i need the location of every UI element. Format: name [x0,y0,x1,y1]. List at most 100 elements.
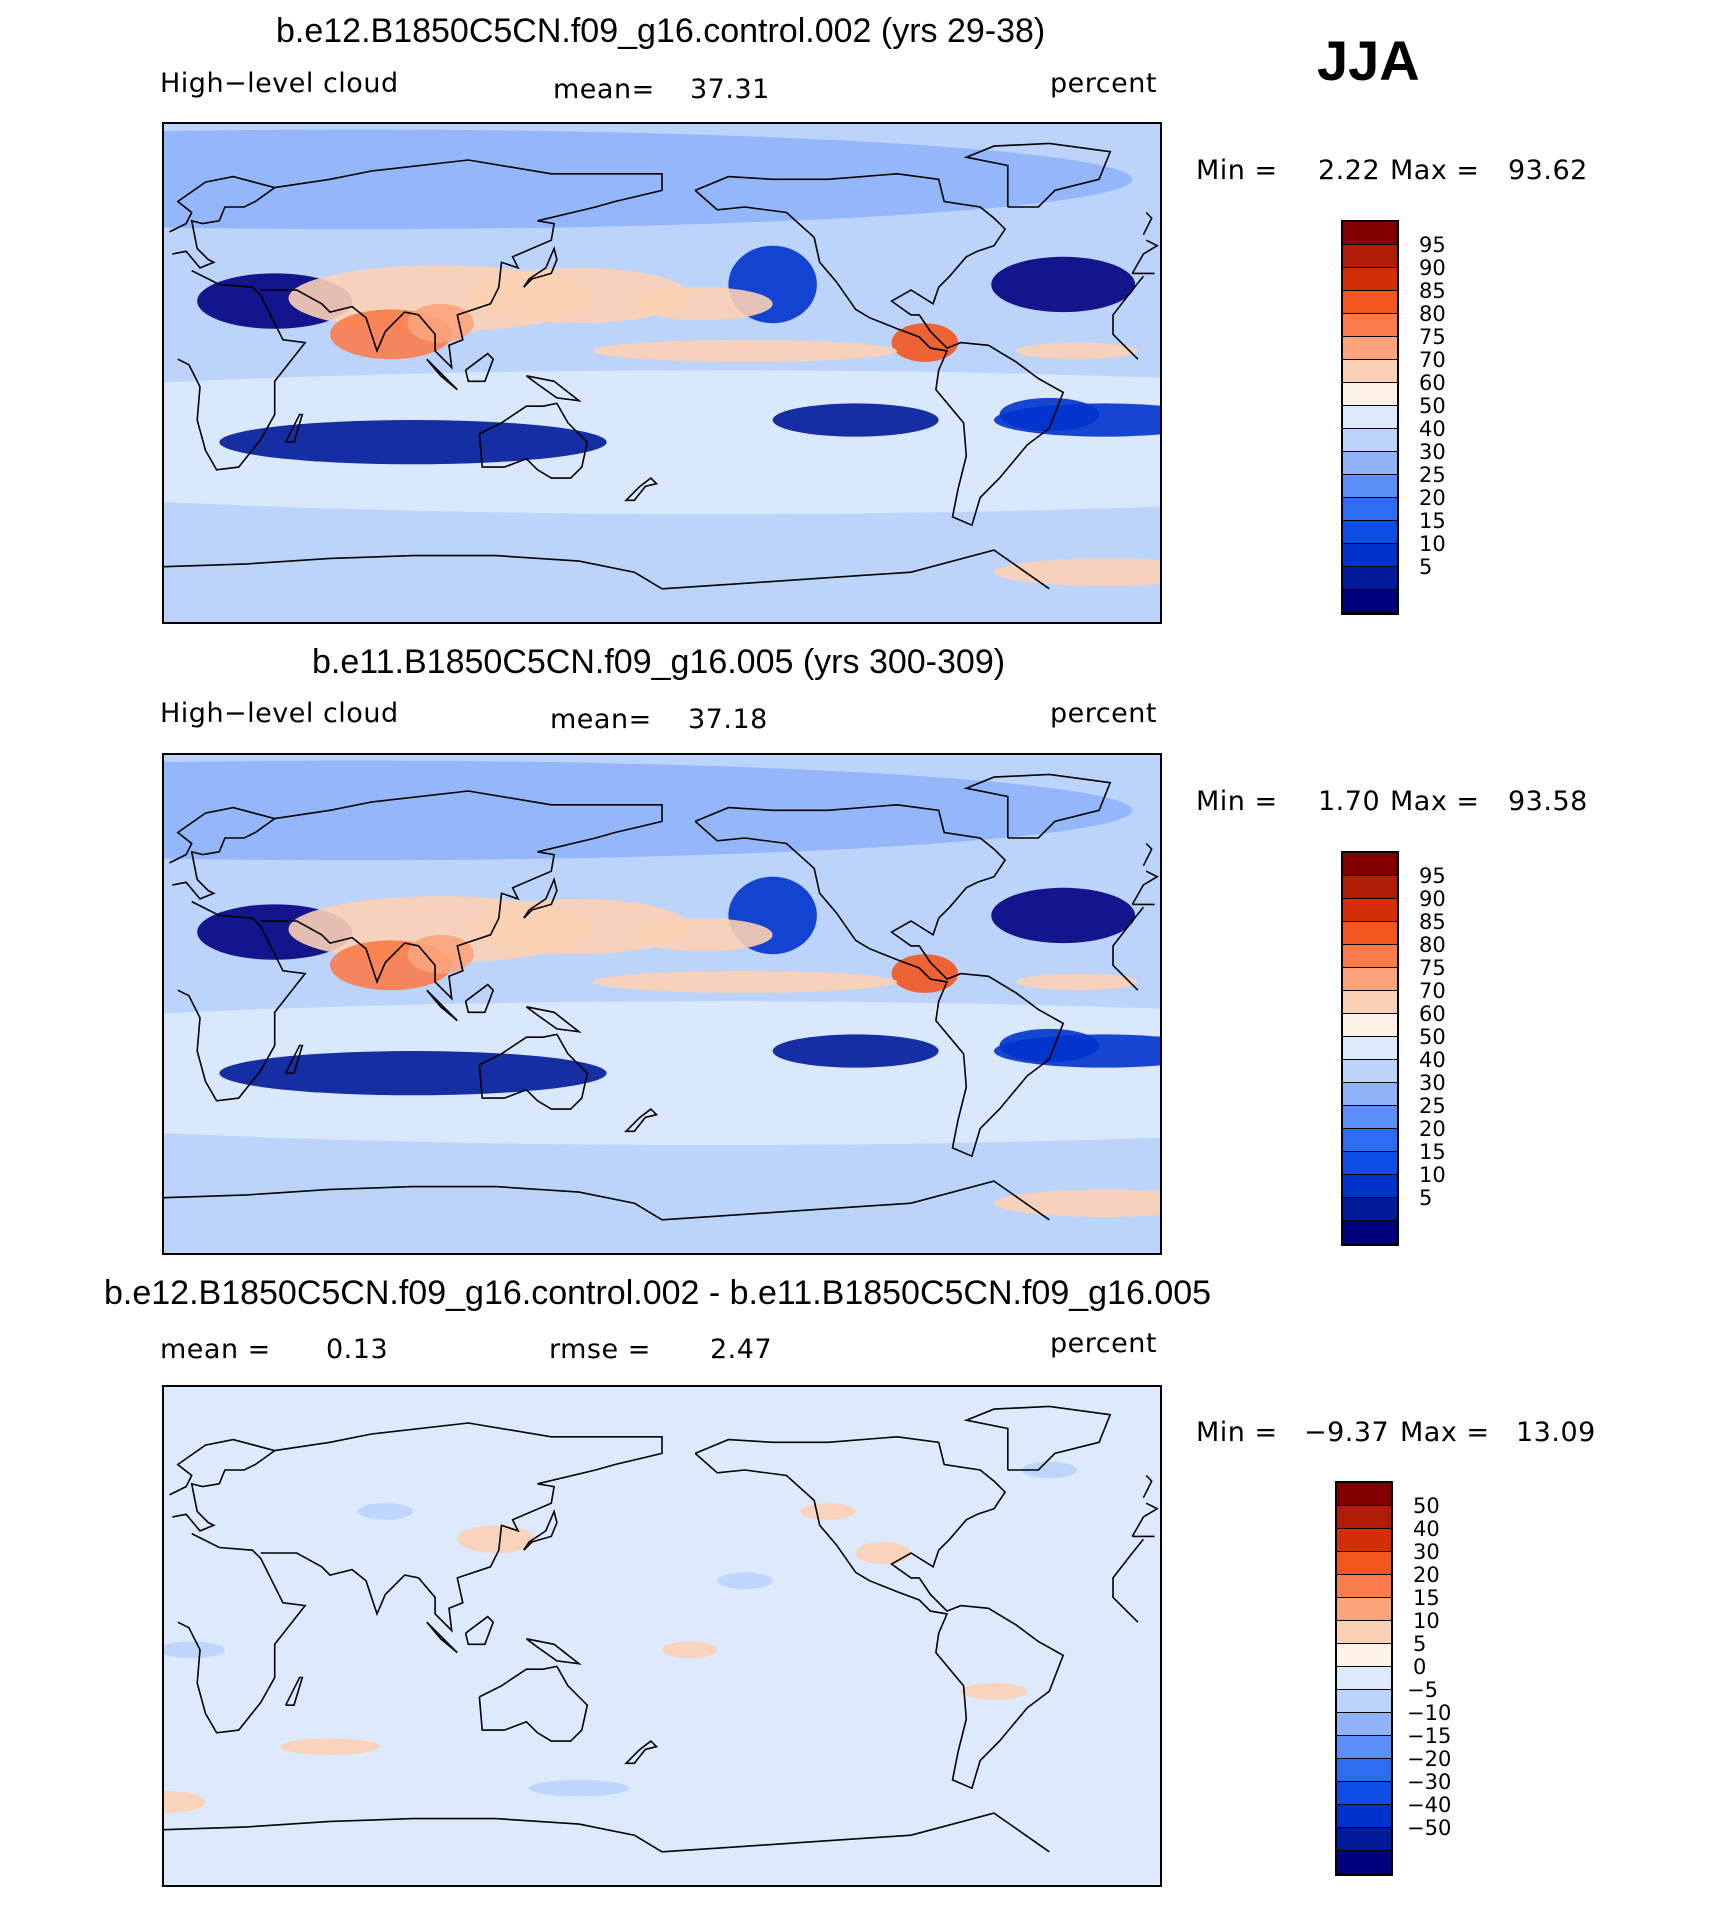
panel-2-mean-label: mean= [550,704,652,735]
colorbar-swatch [1343,222,1397,245]
colorbar-tick-label: 25 [1419,463,1446,487]
colorbar-swatch [1337,1805,1391,1828]
field-contour [800,1503,856,1520]
field-contour [772,403,939,437]
field-contour [164,1001,1160,1146]
field-contour [999,397,1100,432]
coastline [478,402,589,479]
panel-1-max-value: 93.62 [1508,155,1588,186]
colorbar-tick-label: 20 [1419,1117,1446,1141]
colorbar-swatch [1337,1851,1391,1874]
colorbar-swatch [1343,1106,1397,1129]
panel-2-min-label: Min = [1196,786,1278,817]
colorbar-swatch [1343,1060,1397,1083]
colorbar-tick-label: −10 [1407,1701,1452,1725]
colorbar-tick-label: −5 [1407,1678,1438,1702]
coastline [169,175,1159,275]
field-contour [164,1641,225,1659]
field-contour [592,970,898,993]
coastline [624,1108,659,1133]
coastline [963,142,1112,208]
colorbar-tick-label: 95 [1419,233,1446,257]
colorbar-swatch [1337,1736,1391,1759]
colorbar-tick-label: 75 [1419,956,1446,980]
colorbar-swatch [1343,475,1397,498]
colorbar-swatch [1337,1483,1391,1506]
coastline [525,375,582,402]
field-contour [1021,1461,1077,1479]
colorbar-tick-label: 5 [1419,555,1433,579]
panel-3-rmse-value: 2.47 [710,1334,773,1365]
field-contour [407,303,474,343]
panel-2-min-value: 1.70 [1318,786,1381,817]
panel-3-max-value: 13.09 [1516,1417,1596,1448]
coastline [260,159,663,370]
field-contour [164,1790,206,1814]
panel-2-units: percent [1050,698,1157,729]
colorbar-tick-label: 30 [1413,1540,1440,1564]
colorbar-swatch [1343,521,1397,544]
colorbar-tick-label: 15 [1419,1140,1446,1164]
colorbar-tick-label: 5 [1413,1632,1427,1656]
colorbar-tick-label: 40 [1419,417,1446,441]
colorbar-swatch [1343,1152,1397,1175]
coastline [426,989,458,1022]
coastline [963,1405,1112,1471]
colorbar-tick-label: −15 [1407,1724,1452,1748]
colorbar-swatch [1337,1552,1391,1575]
panel-2-map [162,753,1162,1255]
coastline [624,477,659,502]
colorbar-tick-label: 90 [1419,887,1446,911]
field-contour [164,760,1133,861]
coastline [464,983,495,1014]
colorbar-tick-label: −20 [1407,1747,1452,1771]
colorbar-swatch [1343,876,1397,899]
field-contour [468,267,690,324]
colorbar-tick-label: 20 [1419,486,1446,510]
colorbar-swatch [1343,968,1397,991]
coastline [284,413,304,443]
colorbar-tick-label: 5 [1419,1186,1433,1210]
colorbar-tick-label: 85 [1419,279,1446,303]
coastline [694,1435,1065,1790]
map-background [164,1387,1160,1885]
field-contour [1016,342,1138,360]
field-contour [991,256,1136,313]
field-contour [164,129,1133,230]
colorbar-tick-label: 90 [1419,256,1446,280]
colorbar-swatch [1337,1506,1391,1529]
map-canvas [164,1387,1160,1885]
panel-3-mean-label: mean = [160,1334,271,1365]
colorbar-swatch [1343,1175,1397,1198]
panel-3-map [162,1385,1162,1887]
colorbar-swatch [1337,1667,1391,1690]
colorbar-swatch [1343,383,1397,406]
colorbar-swatch [1343,991,1397,1014]
panel-1-colorbar [1341,220,1399,615]
season-label: JJA [1317,29,1420,92]
coastline [523,877,558,919]
colorbar-tick-label: 70 [1419,348,1446,372]
colorbar-swatch [1337,1621,1391,1644]
colorbar-swatch [1337,1575,1391,1598]
panel-1-title: b.e12.B1850C5CN.f09_g16.control.002 (yrs… [276,12,1046,50]
field-contour [529,1779,629,1797]
coastline [525,1638,582,1665]
colorbar-tick-label: 60 [1419,1002,1446,1026]
coastline [177,269,1145,471]
panel-3-colorbar [1335,1481,1393,1876]
colorbar-tick-label: 50 [1419,1025,1446,1049]
colorbar-tick-label: 10 [1419,532,1446,556]
coastline [164,549,1050,590]
field-contour [457,1525,535,1553]
coastline [426,1621,458,1654]
field-contour [1016,973,1138,991]
panel-3-min-value: −9.37 [1304,1417,1390,1448]
colorbar-swatch [1343,245,1397,268]
colorbar-tick-label: 30 [1419,1071,1446,1095]
coastline [694,172,1065,527]
colorbar-swatch [1343,429,1397,452]
colorbar-tick-label: 40 [1419,1048,1446,1072]
panel-1-units: percent [1050,68,1157,99]
panel-1-variable-label: High−level cloud [160,68,399,99]
